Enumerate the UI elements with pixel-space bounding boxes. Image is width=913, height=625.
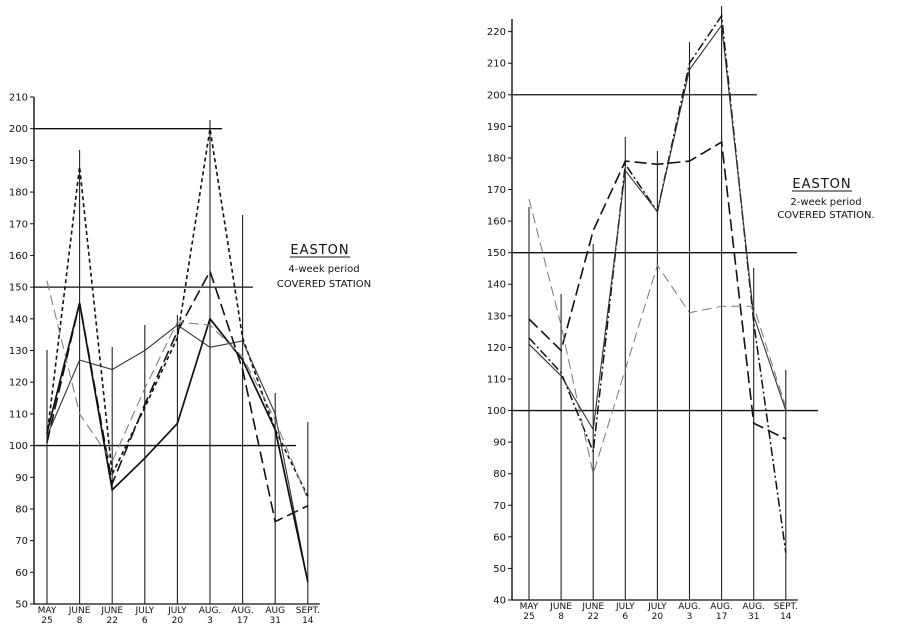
y-tick-label: 40 <box>493 596 506 607</box>
y-tick-label: 130 <box>9 346 28 357</box>
y-tick-label: 210 <box>487 59 506 70</box>
y-tick-label: 180 <box>9 188 28 199</box>
y-tick-label: 90 <box>15 473 28 484</box>
y-tick-label: 200 <box>9 124 28 135</box>
x-tick-month: AUG. <box>710 602 733 612</box>
x-tick-day: 6 <box>622 612 628 622</box>
y-tick-label: 150 <box>9 283 28 294</box>
x-tick-month: JULY <box>615 602 635 612</box>
y-tick-label: 60 <box>493 532 506 543</box>
y-tick-label: 170 <box>9 219 28 230</box>
y-tick-label: 50 <box>493 564 506 575</box>
x-tick-day: 25 <box>523 612 534 622</box>
x-tick-day: 22 <box>106 616 117 625</box>
x-tick-day: 6 <box>142 616 148 625</box>
y-tick-label: 100 <box>487 406 506 417</box>
series-line-light-dash <box>46 280 309 500</box>
x-tick-month: JUNE <box>68 606 91 616</box>
chart-4-week: 50 60 70 80 90 100 110 120 130 140 150 160 170 180 190… <box>9 93 371 625</box>
series-line-light-dash <box>528 198 787 476</box>
chart-title: EASTON <box>290 243 349 258</box>
x-tick-month: JULY <box>135 606 155 616</box>
x-tick-month: MAY <box>520 602 539 612</box>
x-tick-day: 14 <box>780 612 792 622</box>
y-tick-label: 70 <box>493 501 506 512</box>
y-tick-label: 120 <box>9 378 28 389</box>
series-line-solid-heavy <box>46 302 309 582</box>
x-tick-day: 20 <box>172 616 184 625</box>
chart-title: EASTON <box>792 177 851 192</box>
x-tick-month: AUG. <box>231 606 254 616</box>
chart-subtitle-line: COVERED STATION <box>277 279 371 290</box>
x-tick-day: 3 <box>687 612 693 622</box>
y-tick-label: 190 <box>487 122 506 133</box>
x-tick-month: JULY <box>167 606 187 616</box>
y-tick-label: 140 <box>9 314 28 325</box>
y-tick-label: 210 <box>9 93 28 104</box>
y-tick-label: 90 <box>493 438 506 449</box>
y-tick-label: 160 <box>9 251 28 262</box>
x-tick-day: 3 <box>207 616 213 625</box>
chart-subtitle-line: 2-week period <box>790 197 861 208</box>
y-tick-label: 80 <box>493 469 506 480</box>
x-tick-month: JUNE <box>100 606 123 616</box>
series-line-long-dash <box>528 140 787 440</box>
y-tick-label: 150 <box>487 248 506 259</box>
y-tick-label: 120 <box>487 343 506 354</box>
series-line-solid <box>528 23 787 432</box>
y-tick-label: 200 <box>487 90 506 101</box>
chart-subtitle-line: 4-week period <box>288 264 359 275</box>
x-tick-month: JULY <box>647 602 667 612</box>
x-tick-day: 20 <box>652 612 664 622</box>
y-tick-label: 140 <box>487 280 506 291</box>
y-tick-label: 180 <box>487 153 506 164</box>
y-tick-label: 190 <box>9 156 28 167</box>
y-tick-label: 110 <box>9 409 28 420</box>
x-tick-month: MAY <box>38 606 57 616</box>
x-tick-month: AUG. <box>199 606 222 616</box>
x-tick-month: JUNE <box>581 602 604 612</box>
x-tick-month: SEPT. <box>296 606 320 616</box>
y-tick-label: 170 <box>487 185 506 196</box>
x-tick-day: 22 <box>587 612 598 622</box>
y-tick-label: 160 <box>487 217 506 228</box>
x-tick-month: SEPT. <box>774 602 798 612</box>
x-tick-month: AUG. <box>678 602 701 612</box>
x-tick-day: 8 <box>77 616 83 625</box>
x-tick-day: 8 <box>558 612 564 622</box>
y-tick-label: 220 <box>487 27 506 38</box>
y-tick-label: 60 <box>15 568 28 579</box>
x-tick-day: 14 <box>302 616 314 625</box>
x-tick-day: 31 <box>748 612 759 622</box>
y-tick-label: 80 <box>15 504 28 515</box>
x-tick-day: 17 <box>237 616 248 625</box>
y-tick-label: 50 <box>15 600 28 611</box>
x-tick-month: JUNE <box>549 602 572 612</box>
x-tick-month: AUG <box>265 606 285 616</box>
y-tick-label: 70 <box>15 536 28 547</box>
x-tick-day: 17 <box>716 612 727 622</box>
chart-subtitle-line: COVERED STATION. <box>777 210 874 221</box>
x-tick-day: 31 <box>269 616 280 625</box>
x-tick-month: AUG. <box>742 602 765 612</box>
x-tick-day: 25 <box>41 616 52 625</box>
y-tick-label: 130 <box>487 311 506 322</box>
chart-2-week: 40 50 60 70 80 90 100 110 120 130 140 150 160 170 180 1… <box>487 6 875 622</box>
y-tick-label: 100 <box>9 441 28 452</box>
y-tick-label: 110 <box>487 374 506 385</box>
